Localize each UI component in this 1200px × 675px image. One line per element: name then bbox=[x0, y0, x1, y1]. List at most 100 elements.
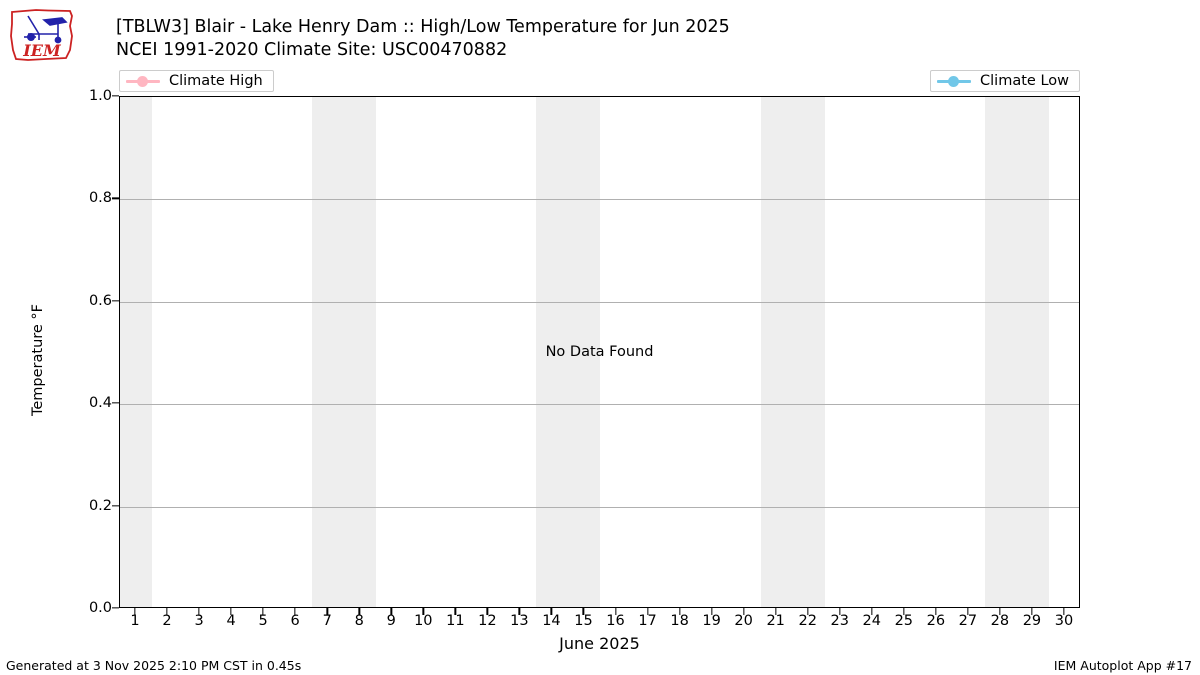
weekend-band bbox=[120, 97, 153, 607]
weekend-band bbox=[984, 97, 1049, 607]
x-tick-label: 8 bbox=[354, 613, 364, 629]
x-tick-label: 7 bbox=[322, 613, 332, 629]
x-tick-label: 2 bbox=[162, 613, 172, 629]
y-tick-mark bbox=[112, 402, 119, 404]
x-tick-mark bbox=[807, 608, 809, 615]
x-tick-mark bbox=[326, 608, 328, 615]
weekend-band bbox=[312, 97, 377, 607]
x-tick-mark bbox=[134, 608, 136, 615]
x-tick-mark bbox=[486, 608, 489, 615]
x-tick-label: 16 bbox=[606, 613, 625, 629]
legend-climate-low[interactable]: Climate Low bbox=[930, 70, 1080, 92]
x-tick-mark bbox=[999, 608, 1001, 615]
x-tick-label: 22 bbox=[798, 613, 817, 629]
x-tick-mark bbox=[967, 608, 969, 615]
chart-gridlines bbox=[120, 97, 1079, 607]
iem-logo: IEM bbox=[6, 6, 78, 64]
x-tick-mark bbox=[230, 608, 232, 615]
x-tick-label: 10 bbox=[414, 613, 433, 629]
x-tick-mark bbox=[1063, 608, 1065, 615]
x-tick-label: 24 bbox=[862, 613, 882, 629]
x-tick-mark bbox=[614, 608, 617, 615]
x-tick-label: 19 bbox=[702, 613, 721, 629]
y-tick-mark bbox=[112, 504, 119, 507]
x-tick-label: 5 bbox=[258, 613, 268, 629]
x-tick-label: 28 bbox=[990, 613, 1010, 629]
x-tick-label: 14 bbox=[542, 613, 561, 629]
x-tick-label: 12 bbox=[478, 613, 497, 629]
y-tick-mark bbox=[112, 300, 119, 302]
x-tick-label: 15 bbox=[574, 613, 593, 629]
y-tick-label: 1.0 bbox=[88, 88, 112, 104]
x-tick-mark bbox=[678, 608, 681, 615]
x-tick-label: 4 bbox=[226, 613, 236, 629]
x-tick-mark bbox=[710, 608, 713, 615]
y-tick-mark bbox=[112, 95, 119, 97]
legend-climate-high[interactable]: Climate High bbox=[119, 70, 274, 92]
no-data-message: No Data Found bbox=[545, 344, 654, 360]
x-tick-mark bbox=[742, 608, 745, 615]
page-title: [TBLW3] Blair - Lake Henry Dam :: High/L… bbox=[116, 16, 1016, 62]
weekend-shading-bands bbox=[120, 97, 1079, 607]
weekend-band bbox=[760, 97, 825, 607]
gridline-horizontal bbox=[120, 199, 1079, 201]
y-axis-label: Temperature °F bbox=[30, 303, 46, 417]
legend-label-climate-high: Climate High bbox=[169, 73, 263, 89]
x-tick-label: 26 bbox=[926, 613, 946, 629]
gridline-horizontal bbox=[120, 301, 1079, 303]
x-tick-mark bbox=[166, 608, 168, 615]
x-tick-mark bbox=[454, 608, 456, 615]
x-tick-mark bbox=[262, 608, 264, 615]
weekend-band bbox=[536, 97, 601, 607]
x-tick-label: 13 bbox=[510, 613, 529, 629]
x-tick-mark bbox=[582, 608, 585, 615]
x-tick-label: 23 bbox=[830, 613, 849, 629]
legend-marker-climate-high bbox=[126, 75, 160, 87]
y-tick-label: 0.6 bbox=[88, 292, 112, 309]
x-tick-label: 1 bbox=[130, 613, 140, 629]
x-tick-label: 20 bbox=[734, 613, 753, 629]
x-tick-mark bbox=[775, 608, 777, 615]
title-line-2: NCEI 1991-2020 Climate Site: USC00470882 bbox=[116, 40, 508, 60]
x-tick-mark bbox=[294, 608, 296, 615]
x-tick-mark bbox=[518, 608, 521, 615]
x-tick-label: 18 bbox=[670, 613, 689, 629]
legend-marker-climate-low bbox=[937, 75, 972, 87]
footer-generated-text: Generated at 3 Nov 2025 2:10 PM CST in 0… bbox=[6, 658, 302, 673]
y-tick-mark bbox=[112, 197, 119, 200]
x-tick-label: 6 bbox=[290, 613, 300, 629]
x-tick-mark bbox=[903, 608, 905, 615]
legend-label-climate-low: Climate Low bbox=[980, 73, 1069, 89]
x-tick-mark bbox=[198, 608, 200, 615]
gridline-horizontal bbox=[120, 506, 1079, 508]
x-tick-mark bbox=[390, 608, 392, 615]
title-line-1: [TBLW3] Blair - Lake Henry Dam :: High/L… bbox=[116, 17, 730, 37]
y-tick-label: 0.0 bbox=[88, 600, 112, 616]
y-tick-mark bbox=[112, 607, 119, 609]
x-tick-mark bbox=[358, 608, 360, 615]
footer-app-text: IEM Autoplot App #17 bbox=[1053, 658, 1192, 673]
x-tick-label: 3 bbox=[194, 613, 204, 629]
x-tick-mark bbox=[839, 608, 841, 615]
x-tick-mark bbox=[871, 608, 873, 615]
x-tick-label: 29 bbox=[1022, 613, 1042, 629]
iowa-outline-icon bbox=[10, 9, 73, 61]
x-tick-mark bbox=[1031, 608, 1033, 615]
x-tick-label: 27 bbox=[958, 613, 978, 629]
x-tick-label: 30 bbox=[1054, 613, 1074, 629]
x-axis-label: June 2025 bbox=[559, 634, 640, 653]
x-tick-mark bbox=[422, 608, 424, 615]
x-tick-label: 25 bbox=[894, 613, 914, 629]
gridline-horizontal bbox=[120, 404, 1079, 406]
x-tick-label: 11 bbox=[446, 613, 465, 629]
y-tick-label: 0.8 bbox=[88, 190, 112, 207]
no-data-layer: No Data Found bbox=[120, 97, 1079, 607]
x-tick-mark bbox=[550, 608, 553, 615]
chart-plot-area: No Data Found bbox=[119, 96, 1080, 608]
iem-logo-text: IEM bbox=[22, 41, 62, 60]
x-tick-label: 9 bbox=[386, 613, 396, 629]
x-tick-label: 21 bbox=[766, 613, 785, 629]
x-tick-mark bbox=[646, 608, 649, 615]
x-tick-label: 17 bbox=[638, 613, 657, 629]
x-tick-mark bbox=[935, 608, 937, 615]
